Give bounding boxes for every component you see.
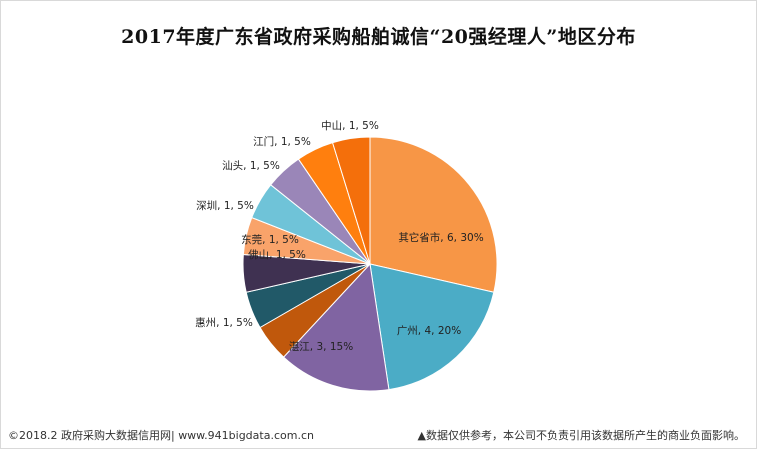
pie-slice-2 [282,262,390,392]
slice-data-label-10: 中山, 1, 5% [321,119,379,132]
footer-disclaimer: ▲数据仅供参考，本公司不负责引用该数据所产生的商业负面影响。 [417,429,745,442]
slice-data-label-2: 湛江, 3, 15% [289,341,353,353]
pie-slice-10 [331,136,371,265]
slice-data-label-7: 深圳, 1, 5% [196,200,254,212]
slice-data-label-5: 佛山, 1, 5% [248,248,306,261]
slice-data-label-6: 东莞, 1, 5% [241,233,299,246]
slice-data-label-3: 惠州, 1, 5% [195,316,253,329]
footer-copyright: ©2018.2 政府采购大数据信用网| www.941bigdata.com.c… [8,429,314,442]
slice-data-label-1: 广州, 4, 20% [397,325,461,337]
slice-data-label-0: 其它省市, 6, 30% [398,231,483,244]
slice-data-label-9: 江门, 1, 5% [253,135,311,148]
slice-data-label-8: 汕头, 1, 5% [222,160,280,172]
pie-slice-1 [369,263,495,391]
pie-slice-0 [369,136,498,293]
chart-title: 2017年度广东省政府采购船舶诚信“20强经理人”地区分布 [121,26,636,48]
